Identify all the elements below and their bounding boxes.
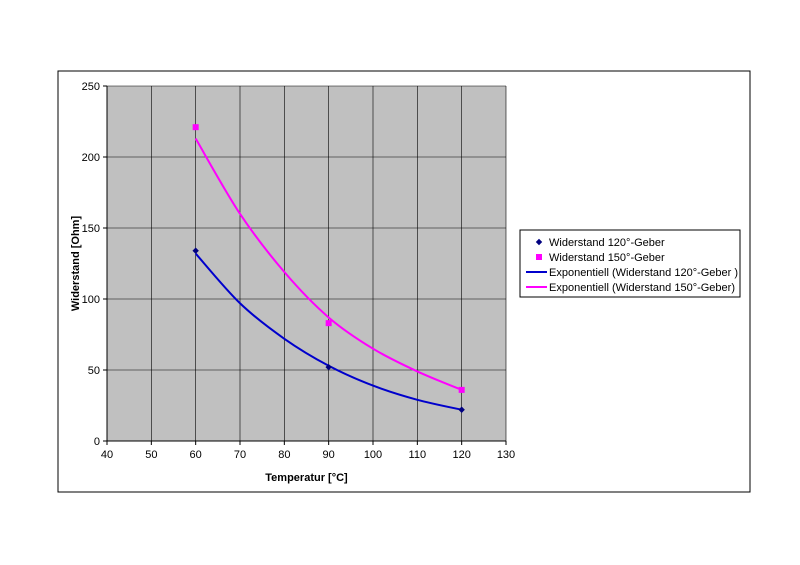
legend: Widerstand 120°-Geber Widerstand 150°-Geb…	[519, 229, 741, 298]
legend-marker	[536, 254, 542, 260]
x-tick-label: 100	[364, 449, 382, 461]
data-point	[192, 247, 199, 254]
legend-box	[519, 229, 741, 298]
data-point	[192, 124, 199, 131]
x-axis-title: Temperatur [°C]	[265, 472, 348, 484]
tick-labels: 40 50 60 70 80 90 100 110 120 130 0 50 100 150 200 250	[82, 81, 516, 461]
axes	[106, 86, 506, 442]
legend-label: Exponentiell (Widerstand 150°-Geber)	[549, 282, 735, 294]
series	[192, 124, 465, 413]
data-point	[325, 320, 332, 327]
x-tick-label: 120	[452, 449, 470, 461]
x-tick-label: 80	[278, 449, 290, 461]
legend-label: Exponentiell (Widerstand 120°-Geber )	[549, 267, 738, 279]
plot-area	[107, 86, 506, 441]
y-axis-title: Widerstand [Ohm]	[70, 216, 82, 312]
legend-label: Widerstand 120°-Geber	[549, 237, 665, 249]
x-tick-label: 60	[190, 449, 202, 461]
x-tick-label: 40	[101, 449, 113, 461]
x-tick-label: 50	[145, 449, 157, 461]
data-point	[458, 406, 465, 413]
data-point	[458, 386, 465, 393]
x-tick-label: 90	[323, 449, 335, 461]
legend-label: Widerstand 150°-Geber	[549, 252, 665, 264]
y-tick-label: 100	[82, 294, 100, 306]
y-tick-label: 200	[82, 152, 100, 164]
data-point	[325, 363, 332, 371]
y-tick-label: 150	[82, 223, 100, 235]
y-tick-label: 0	[94, 436, 100, 448]
legend-marker	[535, 238, 543, 246]
trendline-series	[194, 138, 463, 391]
x-tick-label: 130	[497, 449, 515, 461]
y-tick-label: 250	[82, 81, 100, 93]
x-tick-label: 70	[234, 449, 246, 461]
grid	[107, 85, 507, 441]
x-tick-label: 110	[409, 449, 427, 461]
y-tick-label: 50	[88, 365, 100, 377]
